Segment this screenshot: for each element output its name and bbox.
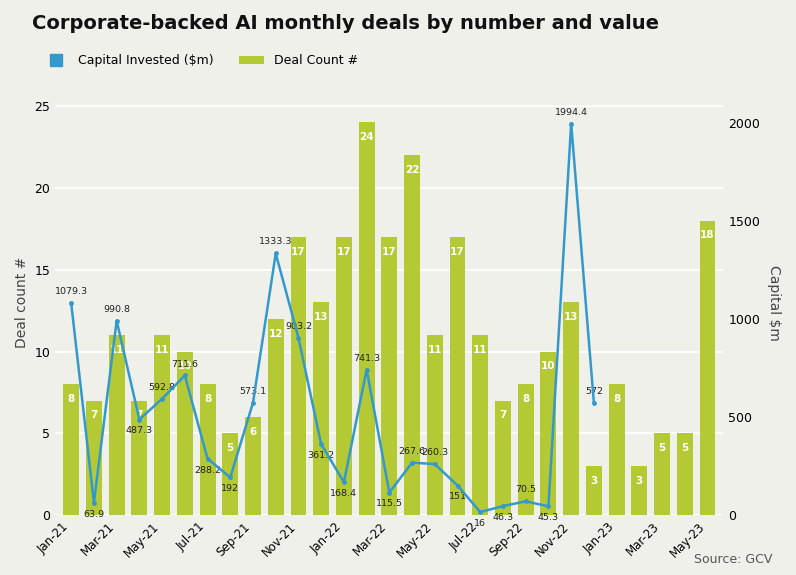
Bar — [564, 302, 579, 515]
Text: 18: 18 — [700, 231, 715, 240]
Text: Corporate-backed AI monthly deals by number and value: Corporate-backed AI monthly deals by num… — [32, 14, 659, 33]
Bar — [450, 237, 466, 515]
Text: 361.2: 361.2 — [307, 451, 335, 460]
Bar — [404, 155, 420, 515]
Y-axis label: Deal count #: Deal count # — [15, 257, 29, 348]
Text: 1079.3: 1079.3 — [55, 288, 88, 296]
Bar — [495, 401, 511, 515]
Bar — [700, 221, 716, 515]
Bar — [200, 384, 216, 515]
Bar — [427, 335, 443, 515]
Text: 3: 3 — [636, 476, 643, 486]
Text: 267.6: 267.6 — [399, 447, 426, 456]
Text: 573.1: 573.1 — [240, 387, 267, 396]
Text: 46.3: 46.3 — [493, 513, 513, 522]
Text: 151: 151 — [448, 492, 466, 501]
Text: 8: 8 — [613, 394, 620, 404]
Text: 741.3: 741.3 — [353, 354, 380, 363]
Text: 63.9: 63.9 — [84, 509, 104, 519]
Text: 17: 17 — [291, 247, 306, 257]
Bar — [336, 237, 352, 515]
Text: 12: 12 — [268, 329, 283, 339]
Legend: Capital Invested ($m), Deal Count #: Capital Invested ($m), Deal Count # — [38, 49, 363, 72]
Text: 572: 572 — [585, 387, 603, 396]
Text: 8: 8 — [204, 394, 211, 404]
Text: 11: 11 — [155, 345, 170, 355]
Y-axis label: Capital $m: Capital $m — [767, 264, 781, 340]
Bar — [359, 122, 375, 515]
Bar — [222, 434, 238, 515]
Text: 17: 17 — [337, 247, 351, 257]
Text: 16: 16 — [474, 519, 486, 528]
Bar — [472, 335, 488, 515]
Text: 7: 7 — [135, 411, 143, 420]
Text: 7: 7 — [90, 411, 98, 420]
Bar — [314, 302, 329, 515]
Text: 5: 5 — [227, 443, 234, 453]
Text: 22: 22 — [405, 165, 419, 175]
Text: 990.8: 990.8 — [103, 305, 131, 314]
Text: 903.2: 903.2 — [285, 322, 312, 331]
Bar — [631, 466, 647, 515]
Text: 1994.4: 1994.4 — [555, 108, 587, 117]
Text: 17: 17 — [451, 247, 465, 257]
Text: 11: 11 — [109, 345, 124, 355]
Bar — [63, 384, 79, 515]
Text: 11: 11 — [427, 345, 442, 355]
Text: 7: 7 — [499, 411, 507, 420]
Text: 17: 17 — [382, 247, 396, 257]
Text: Source: GCV: Source: GCV — [694, 553, 772, 566]
Bar — [177, 351, 193, 515]
Bar — [517, 384, 533, 515]
Bar — [586, 466, 602, 515]
Text: 24: 24 — [359, 132, 374, 142]
Bar — [131, 401, 147, 515]
Text: 70.5: 70.5 — [515, 485, 537, 494]
Bar — [677, 434, 693, 515]
Bar — [654, 434, 670, 515]
Bar — [291, 237, 306, 515]
Bar — [154, 335, 170, 515]
Bar — [609, 384, 625, 515]
Text: 115.5: 115.5 — [376, 500, 403, 508]
Text: 11: 11 — [473, 345, 487, 355]
Bar — [267, 319, 283, 515]
Text: 288.2: 288.2 — [194, 466, 221, 474]
Text: 192: 192 — [221, 484, 240, 493]
Bar — [109, 335, 125, 515]
Text: 8: 8 — [68, 394, 75, 404]
Bar — [245, 417, 261, 515]
Text: 13: 13 — [314, 312, 329, 322]
Text: 5: 5 — [681, 443, 689, 453]
Text: 45.3: 45.3 — [538, 513, 559, 522]
Bar — [381, 237, 397, 515]
Text: 13: 13 — [564, 312, 579, 322]
Text: 3: 3 — [591, 476, 598, 486]
Text: 10: 10 — [178, 361, 192, 371]
Text: 487.3: 487.3 — [126, 427, 153, 435]
Text: 592.8: 592.8 — [149, 383, 176, 392]
Text: 6: 6 — [249, 427, 256, 437]
Text: 711.6: 711.6 — [171, 359, 198, 369]
Text: 168.4: 168.4 — [330, 489, 357, 498]
Text: 8: 8 — [522, 394, 529, 404]
Text: 10: 10 — [541, 361, 556, 371]
Text: 5: 5 — [658, 443, 665, 453]
Text: 260.3: 260.3 — [421, 448, 448, 457]
Bar — [86, 401, 102, 515]
Bar — [540, 351, 556, 515]
Text: 1333.3: 1333.3 — [259, 237, 292, 247]
